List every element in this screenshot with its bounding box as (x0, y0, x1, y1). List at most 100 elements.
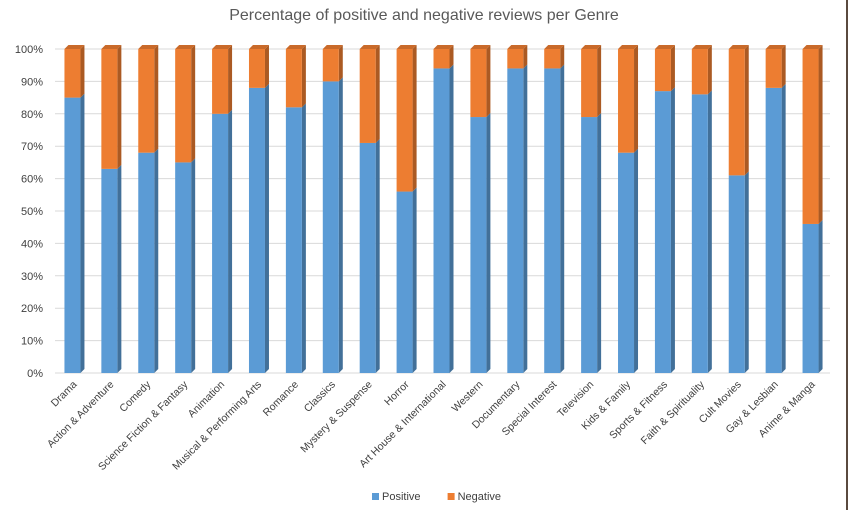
bar-front-face (285, 107, 302, 373)
window-edge (846, 0, 848, 510)
bar-positive-segment (101, 164, 122, 373)
legend-label: Positive (382, 491, 421, 503)
bar-negative-segment (359, 45, 380, 143)
x-category-label: Classics (302, 379, 338, 415)
bar-top-face (802, 45, 823, 49)
bar-front-face (175, 49, 192, 163)
bar-positive-segment (618, 148, 639, 373)
bar-negative-segment (802, 45, 823, 224)
bar-negative-segment (212, 45, 233, 114)
bar-positive-segment (765, 83, 786, 373)
bar-top-face (433, 45, 454, 49)
bar-top-face (470, 45, 491, 49)
bar-negative-segment (396, 45, 417, 192)
bar-top-face (654, 45, 675, 49)
bar-positive-segment (654, 87, 675, 374)
y-tick-label: 60% (21, 174, 43, 186)
bar-top-face (544, 45, 565, 49)
legend-item-positive: Positive (372, 491, 421, 503)
bar-front-face (64, 49, 81, 98)
bar-top-face (101, 45, 122, 49)
x-category-label: Drama (49, 379, 80, 410)
bar-side-face (338, 45, 343, 82)
bar-side-face (597, 45, 602, 118)
bar-side-face (486, 113, 491, 373)
y-tick-label: 10% (21, 336, 43, 348)
bar-top-face (765, 45, 786, 49)
bar-negative-segment (470, 45, 491, 118)
bar-front-face (691, 49, 708, 95)
bar-side-face (264, 45, 269, 88)
bar-positive-segment (581, 113, 602, 373)
bar-side-face (818, 219, 823, 373)
bar-side-face (412, 187, 417, 373)
bar-top-face (618, 45, 639, 49)
bar-front-face (581, 49, 598, 118)
bar-front-face (322, 49, 339, 82)
bar-positive-segment (544, 64, 565, 373)
bar-negative-segment (64, 45, 85, 98)
bar-positive-segment (470, 113, 491, 373)
bar-top-face (691, 45, 712, 49)
bar-top-face (138, 45, 159, 49)
bar-negative-segment (507, 45, 528, 69)
bar-side-face (818, 45, 823, 224)
bar-side-face (523, 64, 528, 373)
bar-negative-segment (581, 45, 602, 118)
legend: Positive Negative (372, 491, 501, 503)
bar-side-face (301, 103, 306, 373)
bar-side-face (191, 45, 196, 163)
bar-side-face (523, 45, 528, 69)
bar-front-face (359, 49, 376, 143)
bar-negative-segment (544, 45, 565, 69)
bar-side-face (781, 45, 786, 88)
bar-negative-segment (138, 45, 159, 153)
bar-side-face (338, 77, 343, 374)
x-category-label: Comedy (117, 378, 154, 415)
bar-side-face (707, 45, 712, 95)
bar-side-face (375, 45, 380, 143)
bar-front-face (64, 97, 81, 373)
bar-positive-segment (396, 187, 417, 373)
bar-side-face (117, 164, 122, 373)
bar-negative-segment (285, 45, 306, 108)
x-category-label: Action & Adventure (45, 379, 117, 451)
bar-side-face (228, 45, 233, 114)
bar-positive-segment (322, 77, 343, 374)
bar-front-face (285, 49, 302, 108)
bar-negative-segment (175, 45, 196, 163)
bar-side-face (154, 45, 159, 153)
bar-negative-segment (433, 45, 454, 69)
bar-side-face (301, 45, 306, 108)
bar-front-face (654, 91, 671, 374)
bar-front-face (544, 68, 561, 373)
bar-front-face (175, 162, 192, 373)
legend-item-negative: Negative (447, 491, 501, 503)
x-category-label: Mystery & Suspense (298, 379, 375, 456)
bar-top-face (212, 45, 233, 49)
bar-front-face (212, 113, 229, 374)
bar-front-face (248, 49, 265, 88)
bar-side-face (117, 45, 122, 169)
bar-positive-segment (691, 90, 712, 374)
bar-positive-segment (802, 219, 823, 373)
bar-negative-segment (322, 45, 343, 82)
bar-front-face (728, 175, 745, 373)
bar-side-face (191, 158, 196, 373)
bar-side-face (744, 45, 749, 176)
x-category-label: Romance (261, 379, 301, 419)
bar-front-face (618, 49, 635, 153)
bar-side-face (634, 148, 639, 373)
legend-swatch (372, 493, 379, 500)
bar-side-face (80, 93, 85, 373)
bar-side-face (560, 64, 565, 373)
bar-front-face (322, 81, 339, 374)
bar-side-face (560, 45, 565, 69)
bar-front-face (618, 152, 635, 373)
bar-front-face (433, 68, 450, 373)
bar-front-face (507, 68, 524, 373)
bar-side-face (80, 45, 85, 98)
bar-top-face (581, 45, 602, 49)
